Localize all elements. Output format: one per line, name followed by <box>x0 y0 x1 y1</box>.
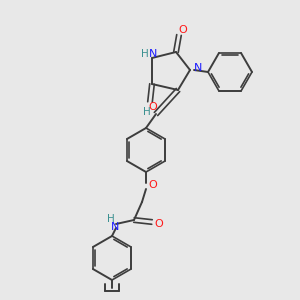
Text: H: H <box>143 107 151 117</box>
Text: O: O <box>178 25 188 35</box>
Text: H: H <box>107 214 115 224</box>
Text: H: H <box>141 49 149 59</box>
Text: O: O <box>148 180 158 190</box>
Text: N: N <box>149 49 157 59</box>
Text: N: N <box>111 222 119 232</box>
Text: O: O <box>148 102 158 112</box>
Text: O: O <box>154 219 164 229</box>
Text: N: N <box>194 63 202 73</box>
